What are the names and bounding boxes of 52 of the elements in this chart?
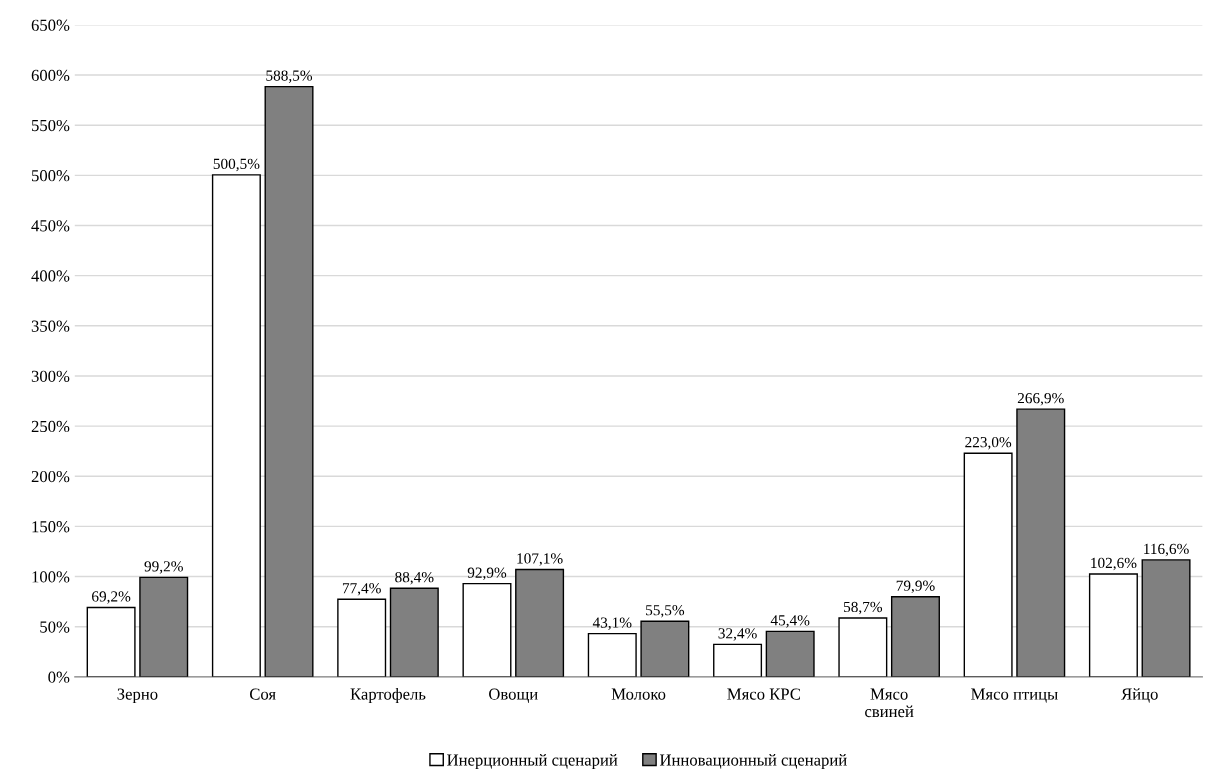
x-tick-label: Овощи [489,688,538,703]
x-tick-label: Яйцо [1121,688,1158,703]
data-label: 588,5% [266,70,313,83]
bar [838,617,888,677]
y-tick-label: 0% [48,671,70,683]
y-tick-label: 200% [31,470,70,483]
data-label: 79,9% [896,580,935,594]
y-tick-label: 50% [40,621,70,633]
bar [337,598,387,677]
data-label: 92,9% [467,567,507,580]
data-label: 116,6% [1144,543,1189,557]
data-label: 500,5% [213,158,260,172]
x-tick-label: Мясо КРС [727,688,800,700]
y-tick-label: 650% [31,19,70,31]
y-tick-label: 250% [31,420,70,433]
data-label: 266,9% [1017,392,1064,406]
data-label: 45,4% [770,615,810,628]
data-label: 77,4% [342,583,381,596]
bar [86,606,136,677]
data-label: 43,1% [592,617,632,630]
x-tick-label: Молоко [611,688,666,700]
data-label: 99,2% [144,561,183,574]
y-tick-label: 600% [31,69,70,82]
data-label: 223,0% [965,437,1012,450]
data-label: 69,2% [92,591,131,604]
data-label: 107,1% [517,553,563,566]
bar [963,452,1013,677]
data-label: 55,5% [646,605,685,618]
x-tick-label: Мясо птицы [971,688,1058,703]
bar [462,582,512,677]
data-label: 88,4% [395,572,434,585]
bar [713,643,763,677]
y-tick-label: 550% [32,119,70,132]
x-tick-label: Мясо свиней [865,688,914,718]
bar [211,174,261,677]
x-tick-label: Картофель [350,687,426,704]
y-tick-label: 150% [32,521,70,533]
x-tick-label: Зерно [117,688,158,704]
legend-label: Инерционный сценарий [447,754,618,770]
data-label: 58,7% [844,601,883,615]
y-tick-label: 100% [32,571,70,583]
bar [1088,573,1138,677]
data-label: 102,6% [1091,557,1137,571]
data-label: 32,4% [718,628,757,641]
y-tick-label: 300% [31,370,70,382]
bar [587,632,637,677]
y-tick-label: 350% [31,320,70,332]
y-tick-label: 450% [31,220,70,232]
legend-label: Инновационный сценарий [659,754,847,770]
y-tick-label: 500% [32,170,70,182]
x-tick-label: Соя [249,688,276,700]
y-tick-label: 400% [31,270,70,282]
